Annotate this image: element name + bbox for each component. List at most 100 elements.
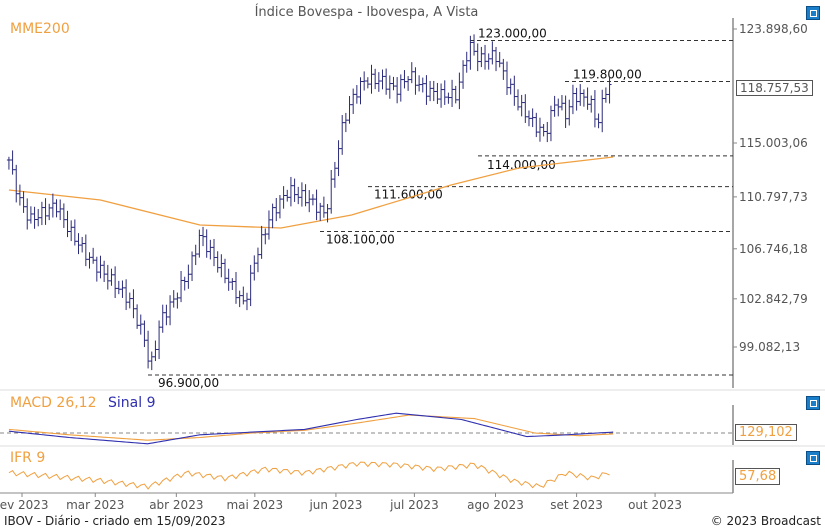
ohlc-bar (457, 72, 462, 110)
ohlc-bar (212, 238, 217, 267)
ohlc-bar (285, 189, 290, 202)
ohlc-bar (116, 280, 121, 295)
ohlc-bar (160, 304, 165, 333)
ohlc-bar (138, 314, 143, 335)
price-tick-label: 102.842,79 (739, 292, 808, 306)
x-tick-label: out 2023 (628, 498, 682, 512)
ohlc-bar (501, 58, 506, 80)
ohlc-bar (307, 190, 312, 213)
ohlc-bar (17, 184, 22, 206)
ohlc-bar (417, 75, 422, 92)
ohlc-bar (296, 186, 301, 205)
ohlc-bar (508, 78, 513, 95)
ohlc-bar (266, 210, 271, 240)
ohlc-bar (255, 247, 260, 273)
ohlc-bar (76, 233, 81, 255)
ohlc-bar (603, 87, 608, 103)
ohlc-bar (336, 140, 341, 177)
ohlc-bar (406, 76, 411, 91)
ohlc-bar (230, 278, 235, 290)
ohlc-bar (523, 94, 528, 123)
ohlc-bar (186, 264, 191, 289)
ifr-line (8, 461, 610, 490)
ohlc-bar (39, 201, 44, 226)
ohlc-bar (559, 95, 564, 111)
ohlc-bar (354, 85, 359, 104)
ohlc-bar (351, 88, 356, 114)
ohlc-bar (592, 90, 597, 128)
ohlc-bar (263, 228, 268, 245)
ohlc-bar (168, 295, 173, 326)
ohlc-bar (223, 258, 228, 284)
ohlc-bar (179, 270, 184, 303)
level-label: 108.100,00 (326, 232, 395, 246)
x-tick-label: mar 2023 (66, 498, 124, 512)
ohlc-bar (490, 41, 495, 65)
ohlc-bar (109, 268, 114, 286)
ohlc-bar (288, 176, 293, 207)
ohlc-bar (537, 117, 542, 142)
ohlc-bar (545, 121, 550, 143)
ohlc-bar (281, 186, 286, 209)
chart-title: Índice Bovespa - Ibovespa, A Vista (254, 5, 479, 20)
ohlc-bar (574, 87, 579, 111)
macd-line (8, 412, 614, 445)
ohlc-bar (80, 236, 85, 253)
ohlc-bar (153, 340, 158, 362)
ohlc-bar (215, 251, 220, 273)
ohlc-bar (515, 89, 520, 111)
export-icon[interactable] (806, 6, 820, 20)
ohlc-bar (483, 44, 488, 70)
ohlc-bar (428, 80, 433, 102)
ohlc-bar (50, 193, 55, 218)
ohlc-bar (505, 61, 510, 95)
ohlc-bar (171, 290, 176, 308)
ohlc-bar (43, 198, 48, 225)
export-icon[interactable] (806, 396, 820, 410)
ohlc-bar (314, 189, 319, 221)
ohlc-bar (329, 169, 334, 214)
price-tick-label: 115.003,06 (739, 136, 808, 150)
export-icon[interactable] (806, 451, 820, 465)
ohlc-bar (600, 89, 605, 133)
ohlc-bar (578, 84, 583, 106)
signal-line (8, 414, 614, 441)
ohlc-bar (552, 95, 557, 117)
price-tick-label: 110.797,73 (739, 190, 808, 204)
level-label: 114.000,00 (487, 158, 556, 172)
ohlc-bar (61, 203, 66, 228)
ohlc-bar (21, 191, 26, 213)
ohlc-bar (380, 69, 385, 90)
price-tick-label: 99.082,13 (739, 340, 800, 354)
ohlc-bar (270, 203, 275, 229)
ohlc-bar (318, 202, 323, 221)
ohlc-bar (25, 198, 30, 230)
ohlc-bar (10, 150, 15, 175)
ohlc-bar (164, 304, 169, 326)
ohlc-bar (398, 74, 403, 102)
ohlc-bar (376, 72, 381, 92)
ohlc-bar (534, 112, 539, 138)
price-tick-label: 123.898,60 (739, 22, 808, 36)
ohlc-bar (556, 98, 561, 117)
x-tick-label: jul 2023 (389, 498, 439, 512)
ohlc-bar (464, 51, 469, 73)
ifr-legend: IFR 9 (10, 450, 46, 466)
ohlc-bar (439, 83, 444, 108)
ohlc-bar (581, 89, 586, 107)
ohlc-bar (475, 43, 480, 72)
ohlc-bar (98, 255, 103, 279)
ohlc-bar (453, 85, 458, 104)
ohlc-bar (248, 264, 253, 307)
ohlc-bar (113, 266, 118, 299)
ohlc-bar (340, 115, 345, 155)
ohlc-bar (365, 77, 370, 89)
ohlc-bar (424, 75, 429, 105)
ohlc-bar (175, 292, 180, 309)
ohlc-bar (120, 280, 125, 298)
ohlc-bar (127, 292, 132, 309)
ma-legend: MME200 (10, 21, 70, 37)
ohlc-bar (332, 161, 337, 188)
